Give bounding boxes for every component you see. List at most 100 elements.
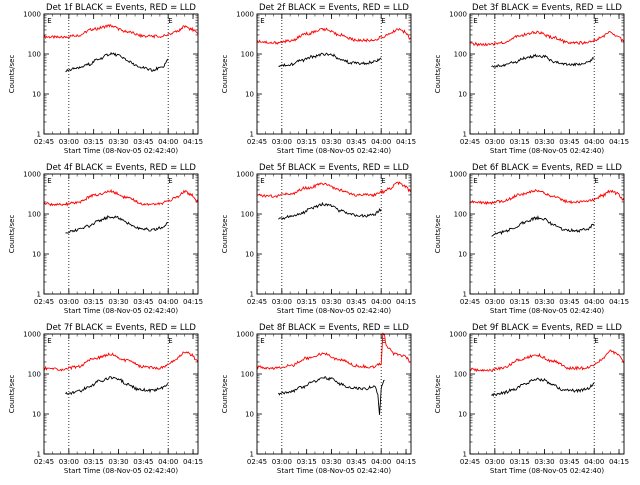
event-mark: E bbox=[260, 17, 264, 25]
x-tick-label: 03:15 bbox=[297, 298, 317, 306]
x-tick-label: 03:45 bbox=[346, 298, 366, 306]
y-axis-label: Counts/sec bbox=[221, 55, 229, 94]
panel-title: Det 4f BLACK = Events, RED = LLD bbox=[46, 163, 196, 173]
lld-series-line bbox=[469, 30, 625, 47]
y-axis-label: Counts/sec bbox=[434, 375, 442, 414]
event-mark: E bbox=[473, 177, 477, 185]
x-tick-label: 03:45 bbox=[133, 458, 153, 466]
x-tick-label: 02:45 bbox=[247, 298, 267, 306]
x-tick-label: 03:30 bbox=[108, 298, 128, 306]
event-mark: E bbox=[260, 177, 264, 185]
plot-frame bbox=[256, 173, 412, 295]
panel-5: Det 5f BLACK = Events, RED = LLD Counts/s… bbox=[221, 163, 416, 315]
y-tick-label: 1 bbox=[37, 451, 41, 459]
x-tick-label: 04:15 bbox=[396, 138, 416, 146]
x-axis-label: Start Time (08-Nov-05 02:42:40) bbox=[490, 147, 604, 155]
y-tick-label: 1 bbox=[37, 131, 41, 139]
x-tick-label: 04:00 bbox=[584, 458, 604, 466]
x-tick-label: 03:30 bbox=[108, 138, 128, 146]
x-tick-label: 03:30 bbox=[108, 458, 128, 466]
event-mark: E bbox=[381, 17, 385, 25]
panel-2: Det 2f BLACK = Events, RED = LLD Counts/s… bbox=[221, 3, 416, 155]
panel-title: Det 8f BLACK = Events, RED = LLD bbox=[259, 323, 409, 333]
panel-title: Det 9f BLACK = Events, RED = LLD bbox=[472, 323, 622, 333]
x-axis-label: Start Time (08-Nov-05 02:42:40) bbox=[490, 467, 604, 475]
panel-title: Det 6f BLACK = Events, RED = LLD bbox=[472, 163, 622, 173]
x-tick-label: 04:15 bbox=[183, 138, 203, 146]
y-tick-label: 1000 bbox=[236, 331, 254, 339]
y-axis-label: Counts/sec bbox=[8, 55, 16, 94]
x-tick-label: 03:15 bbox=[84, 298, 104, 306]
x-tick-label: 03:45 bbox=[133, 298, 153, 306]
lld-series-line bbox=[256, 181, 412, 199]
events-series-line bbox=[491, 53, 595, 68]
plot-frame bbox=[256, 13, 412, 135]
y-tick-label: 10 bbox=[458, 411, 467, 419]
panel-title: Det 7f BLACK = Events, RED = LLD bbox=[46, 323, 196, 333]
x-tick-label: 04:00 bbox=[371, 458, 391, 466]
x-tick-label: 03:15 bbox=[84, 458, 104, 466]
events-series-line bbox=[491, 377, 595, 397]
events-series-line bbox=[491, 215, 595, 237]
x-tick-label: 03:30 bbox=[534, 138, 554, 146]
x-tick-label: 04:15 bbox=[396, 458, 416, 466]
x-tick-label: 03:45 bbox=[559, 458, 579, 466]
panel-title: Det 2f BLACK = Events, RED = LLD bbox=[259, 3, 409, 13]
event-mark: E bbox=[473, 17, 477, 25]
panel-7: Det 7f BLACK = Events, RED = LLD Counts/s… bbox=[8, 323, 203, 475]
y-tick-label: 100 bbox=[241, 51, 254, 59]
panel-6: Det 6f BLACK = Events, RED = LLD Counts/s… bbox=[434, 163, 629, 315]
events-series-line bbox=[65, 51, 169, 73]
y-tick-label: 1000 bbox=[23, 331, 41, 339]
x-tick-label: 04:15 bbox=[609, 298, 629, 306]
lld-series-line bbox=[43, 351, 199, 372]
panel-title: Det 3f BLACK = Events, RED = LLD bbox=[472, 3, 622, 13]
event-mark: E bbox=[47, 337, 51, 345]
x-tick-label: 03:00 bbox=[59, 298, 79, 306]
event-mark: E bbox=[168, 337, 172, 345]
x-tick-label: 02:45 bbox=[460, 458, 480, 466]
y-tick-label: 1000 bbox=[23, 171, 41, 179]
y-tick-label: 100 bbox=[454, 51, 467, 59]
x-tick-label: 02:45 bbox=[247, 138, 267, 146]
x-tick-label: 04:00 bbox=[371, 298, 391, 306]
events-series-line bbox=[65, 376, 169, 396]
x-tick-label: 02:45 bbox=[460, 298, 480, 306]
x-tick-label: 04:15 bbox=[609, 138, 629, 146]
y-tick-label: 1000 bbox=[236, 11, 254, 19]
x-axis-label: Start Time (08-Nov-05 02:42:40) bbox=[64, 467, 178, 475]
x-axis-label: Start Time (08-Nov-05 02:42:40) bbox=[277, 147, 391, 155]
lld-series-line bbox=[469, 189, 625, 206]
x-tick-label: 04:00 bbox=[158, 458, 178, 466]
events-series-line bbox=[278, 201, 382, 220]
y-tick-label: 10 bbox=[458, 251, 467, 259]
plot-frame bbox=[469, 13, 625, 135]
x-tick-label: 03:45 bbox=[133, 138, 153, 146]
lld-series-line bbox=[256, 27, 412, 45]
x-tick-label: 03:00 bbox=[59, 138, 79, 146]
x-tick-label: 04:15 bbox=[396, 298, 416, 306]
x-tick-label: 03:45 bbox=[346, 138, 366, 146]
x-tick-label: 03:00 bbox=[485, 458, 505, 466]
event-mark: E bbox=[47, 17, 51, 25]
y-tick-label: 1 bbox=[250, 131, 254, 139]
y-axis-label: Counts/sec bbox=[434, 55, 442, 94]
y-tick-label: 1000 bbox=[449, 171, 467, 179]
y-tick-label: 10 bbox=[458, 91, 467, 99]
event-mark: E bbox=[594, 337, 598, 345]
y-tick-label: 100 bbox=[454, 371, 467, 379]
plot-frame bbox=[256, 333, 412, 455]
event-mark: E bbox=[168, 17, 172, 25]
panel-9: Det 9f BLACK = Events, RED = LLD Counts/s… bbox=[434, 323, 629, 475]
x-tick-label: 03:30 bbox=[321, 298, 341, 306]
y-axis-label: Counts/sec bbox=[221, 215, 229, 254]
events-series-line bbox=[278, 52, 382, 68]
y-axis-label: Counts/sec bbox=[434, 215, 442, 254]
y-axis-label: Counts/sec bbox=[8, 375, 16, 414]
x-tick-label: 04:00 bbox=[584, 138, 604, 146]
plot-frame bbox=[43, 333, 199, 455]
lld-series-line bbox=[43, 188, 199, 207]
y-tick-label: 1 bbox=[250, 291, 254, 299]
events-series-line bbox=[278, 376, 385, 415]
x-tick-label: 03:30 bbox=[534, 298, 554, 306]
